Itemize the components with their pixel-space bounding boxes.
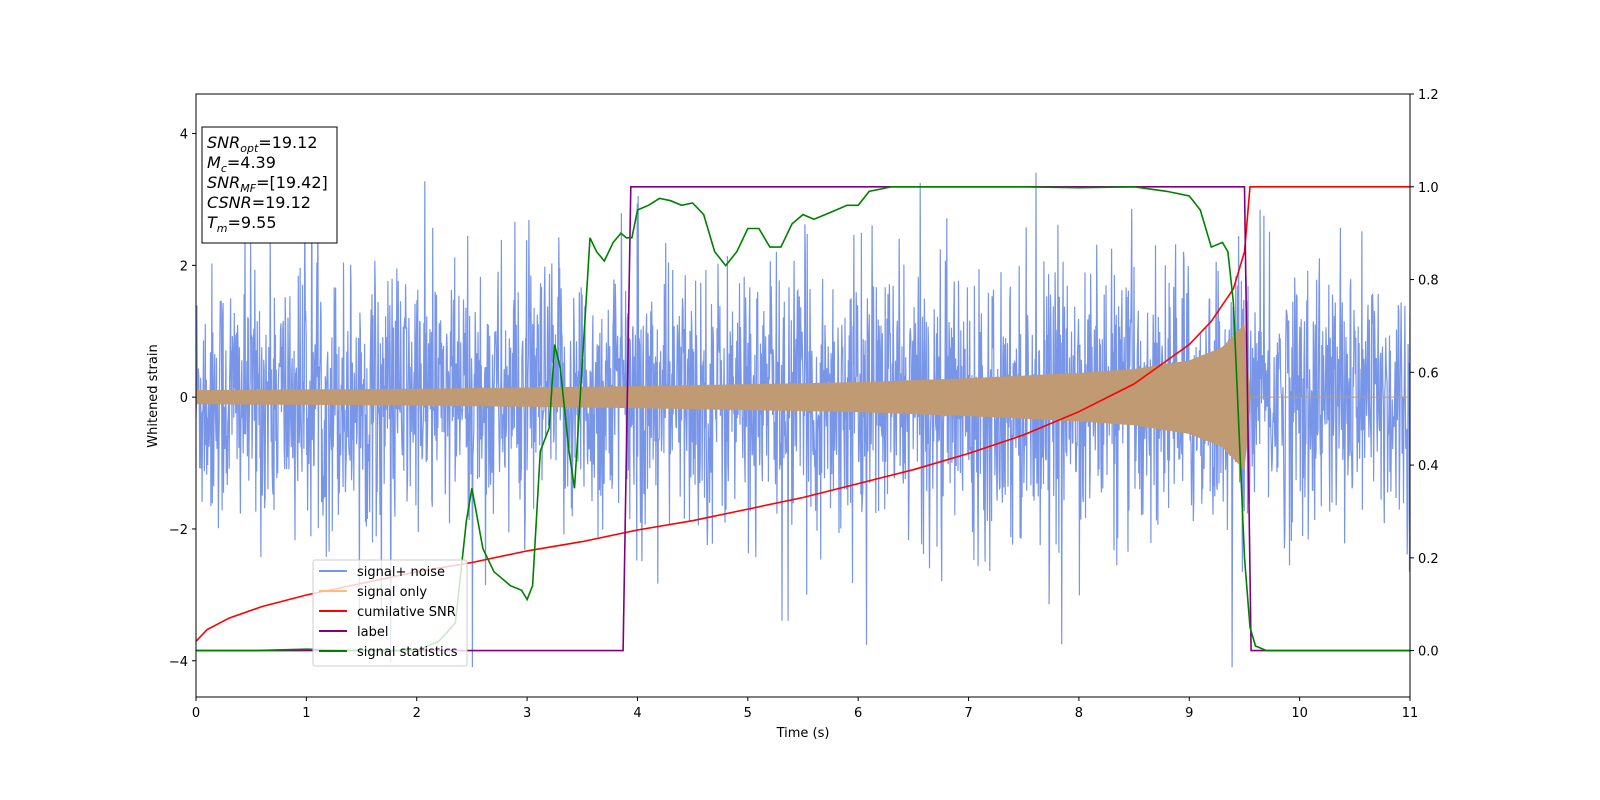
- info-box-frame: [201, 126, 338, 244]
- x-tick-label: 0: [192, 706, 200, 721]
- x-axis-label: Time (s): [776, 726, 830, 741]
- x-tick-label: 3: [523, 706, 531, 721]
- legend: signal+ noise signal only cumilative SNR la…: [312, 559, 468, 667]
- info-box-line: Tm=9.55: [207, 213, 277, 235]
- x-axis: 0 1 2 3 4 5 6 7 8 9 10 11: [192, 697, 1418, 721]
- y-right-tick-label: 0.8: [1418, 274, 1439, 289]
- series-signal-statistics: [196, 185, 1410, 652]
- x-tick-label: 6: [854, 706, 862, 721]
- y-left-tick-label: 4: [180, 128, 188, 143]
- info-box-line: Mc=4.39: [207, 153, 276, 175]
- legend-label-label: label: [357, 625, 388, 640]
- info-box-line: CSNR=19.12: [207, 193, 311, 212]
- x-tick-label: 11: [1402, 706, 1419, 721]
- legend-signal-noise-label: signal+ noise: [357, 565, 445, 580]
- plot-frame: [195, 93, 1411, 698]
- y-right-tick-label: 1.0: [1418, 181, 1439, 196]
- legend-frame: [312, 559, 468, 667]
- y-axis-left: −4 −2 0 2 4: [169, 128, 196, 670]
- info-box-line: SNRopt=19.12: [207, 133, 318, 155]
- x-tick-label: 2: [413, 706, 421, 721]
- y-right-tick-label: 0.0: [1418, 645, 1439, 660]
- y-left-tick-label: −2: [169, 523, 188, 538]
- x-tick-label: 9: [1185, 706, 1193, 721]
- y-right-tick-label: 0.6: [1418, 366, 1439, 381]
- y-right-tick-label: 1.2: [1418, 88, 1439, 103]
- legend-cumulative-snr-label: cumilative SNR: [357, 605, 456, 620]
- info-box: SNRopt=19.12Mc=4.39SNRMF=[19.42]CSNR=19.…: [201, 126, 338, 244]
- y-left-tick-label: 2: [180, 259, 188, 274]
- x-tick-label: 1: [302, 706, 310, 721]
- y-right-tick-label: 0.2: [1418, 552, 1439, 567]
- y-left-tick-label: −4: [169, 655, 188, 670]
- series-signal-only: [196, 323, 1410, 471]
- info-box-line: SNRMF=[19.42]: [207, 173, 328, 195]
- x-tick-label: 10: [1291, 706, 1308, 721]
- y-left-tick-label: 0: [180, 391, 188, 406]
- x-tick-label: 5: [744, 706, 752, 721]
- y-axis-label-left: Whitened strain: [146, 344, 161, 447]
- x-tick-label: 4: [633, 706, 641, 721]
- y-right-tick-label: 0.4: [1418, 459, 1439, 474]
- legend-signal-only-label: signal only: [357, 585, 427, 600]
- x-tick-label: 8: [1075, 706, 1083, 721]
- x-tick-label: 7: [964, 706, 972, 721]
- y-axis-right: 0.0 0.2 0.4 0.6 0.8 1.0 1.2: [1410, 88, 1439, 660]
- legend-signal-statistics-label: signal statistics: [357, 645, 458, 660]
